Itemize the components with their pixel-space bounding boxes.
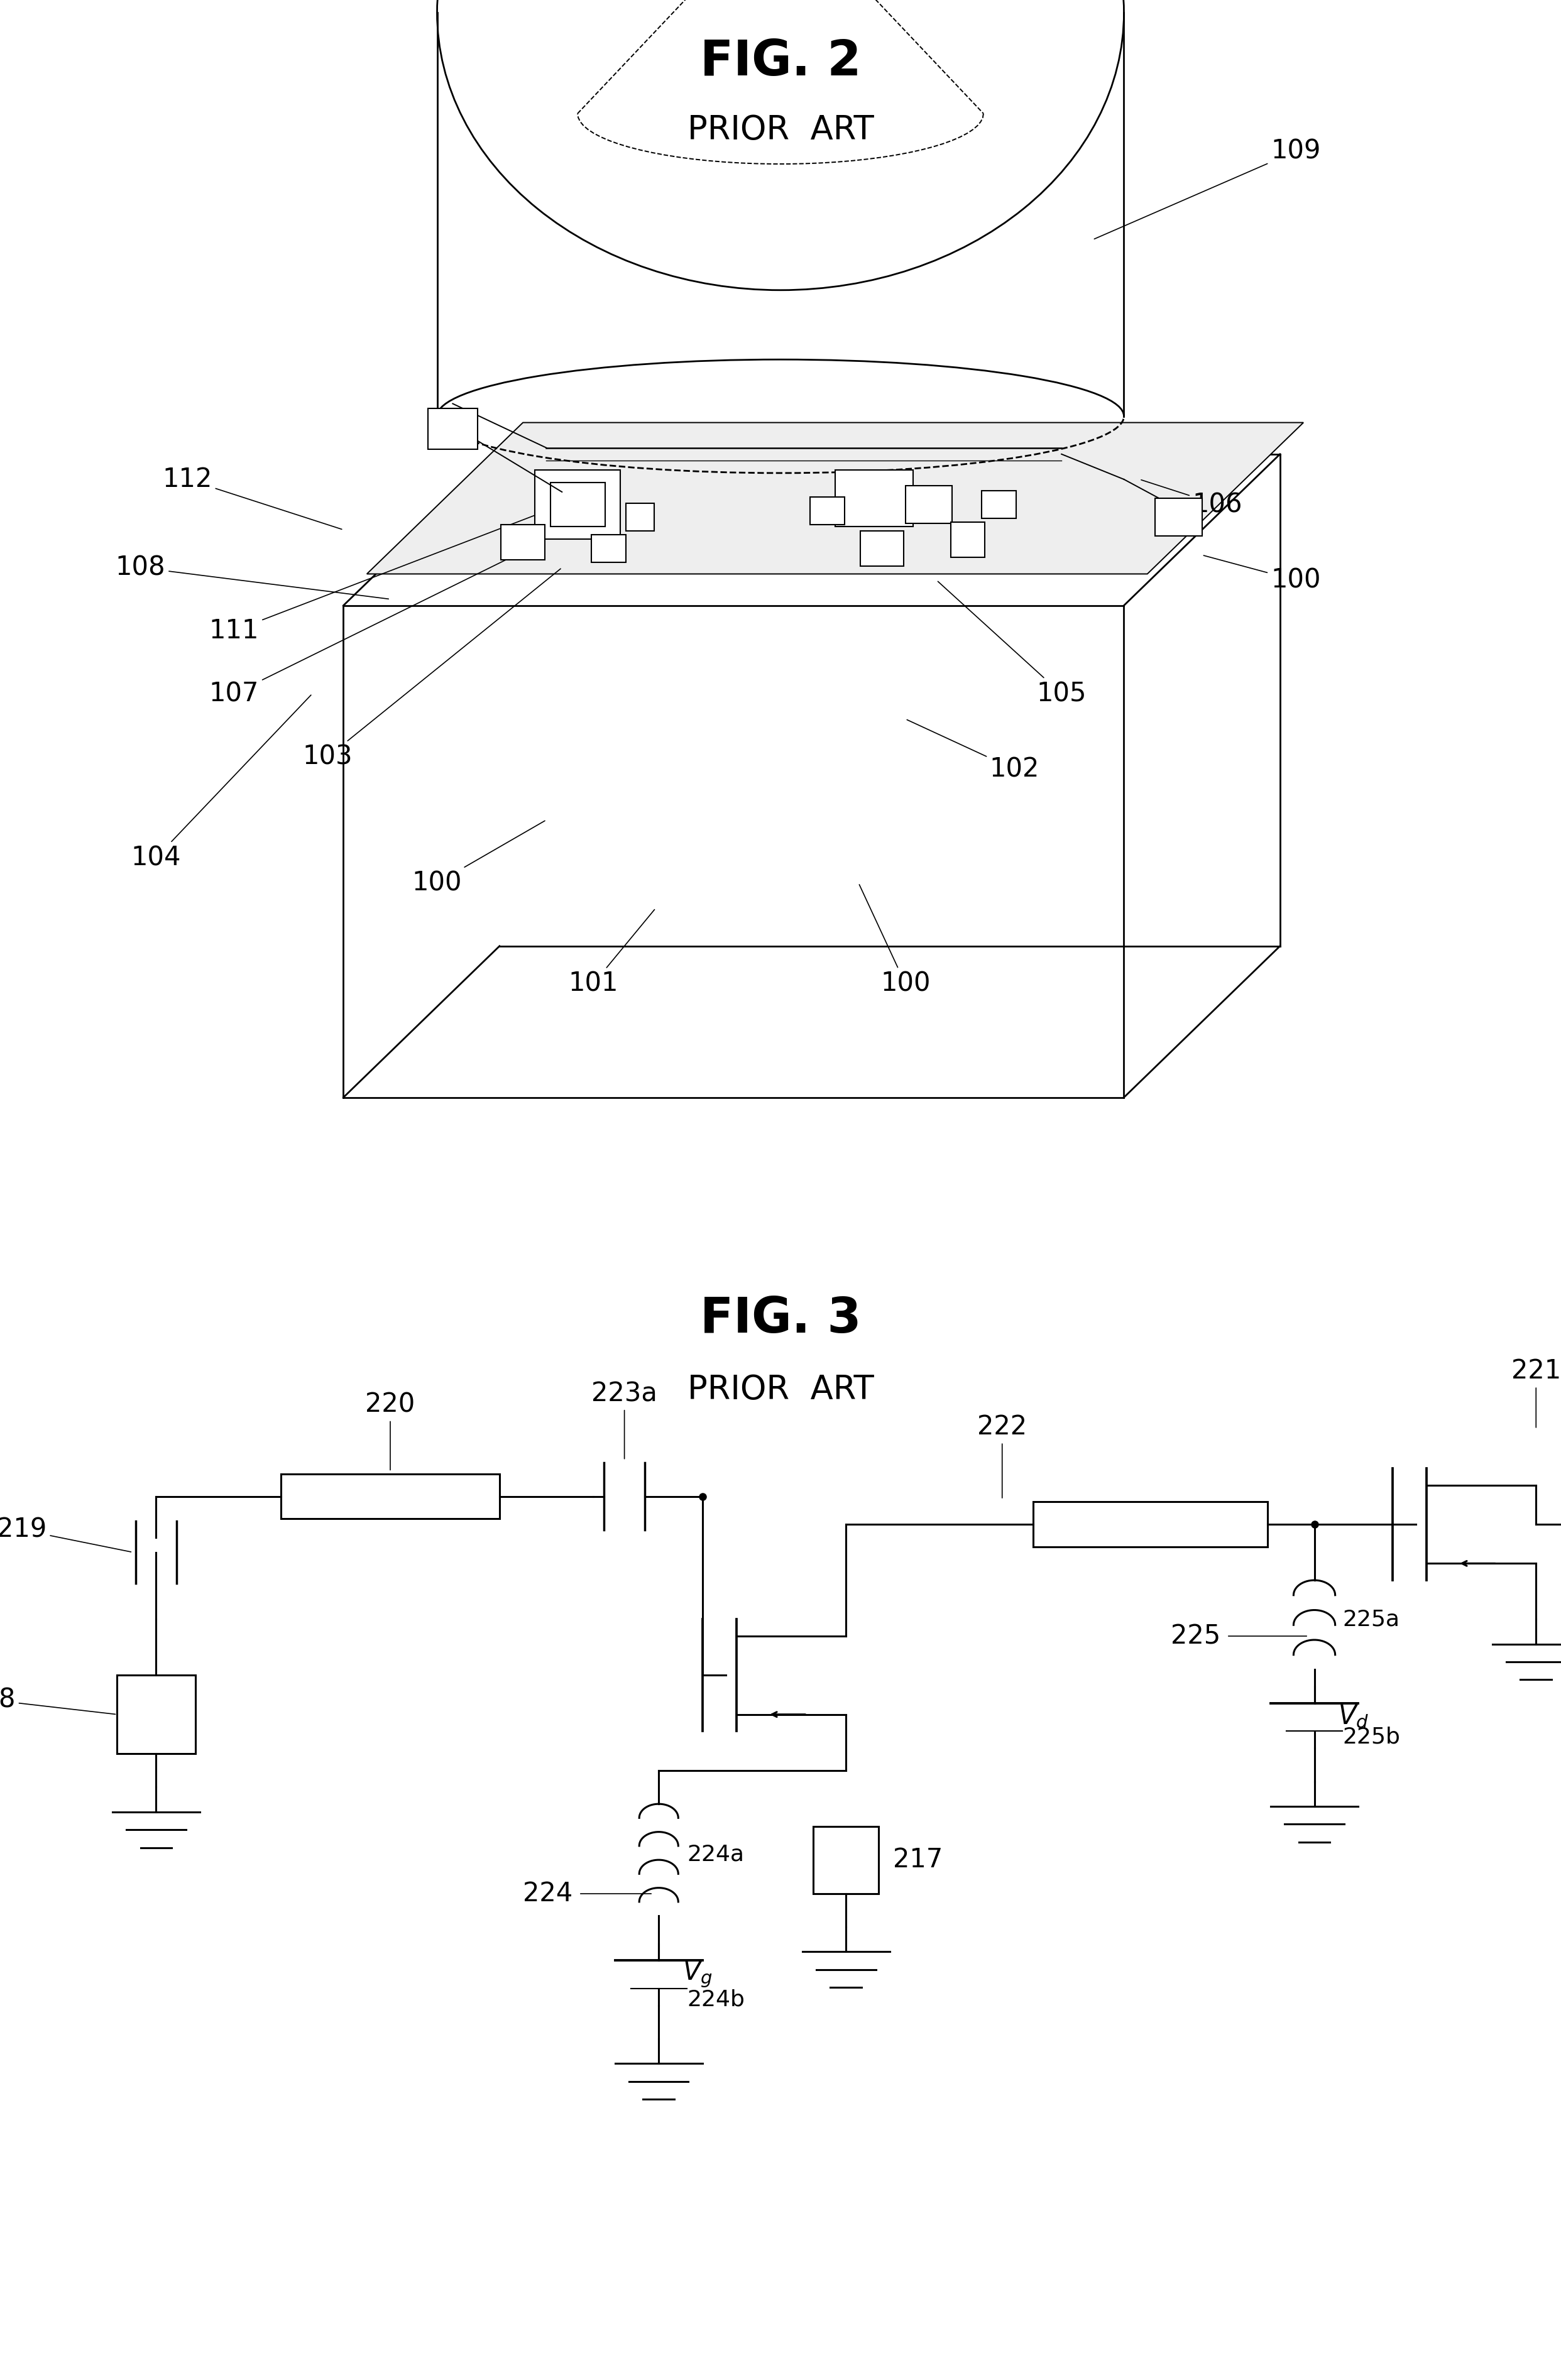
Text: 221: 221 — [1511, 1359, 1561, 1428]
Text: 104: 104 — [131, 695, 311, 871]
Polygon shape — [428, 409, 478, 450]
Text: 112: 112 — [162, 466, 342, 528]
Text: 222: 222 — [977, 1414, 1027, 1497]
Text: FIG. 2: FIG. 2 — [699, 38, 862, 86]
Polygon shape — [860, 531, 904, 566]
Text: 224a: 224a — [687, 1845, 745, 1866]
Text: 224b: 224b — [687, 1990, 745, 2011]
Text: FIG. 3: FIG. 3 — [699, 1295, 862, 1342]
Text: 101: 101 — [568, 909, 654, 997]
Text: 106: 106 — [1141, 481, 1243, 519]
Polygon shape — [951, 521, 985, 557]
Text: 105: 105 — [938, 581, 1086, 707]
Text: 100: 100 — [859, 885, 930, 997]
Text: 225b: 225b — [1342, 1725, 1400, 1747]
Text: 109: 109 — [1094, 138, 1321, 238]
Text: 102: 102 — [907, 719, 1040, 783]
Polygon shape — [551, 483, 606, 526]
Text: $V_g$: $V_g$ — [682, 1959, 712, 1990]
Polygon shape — [367, 424, 1303, 574]
Polygon shape — [534, 469, 621, 540]
Text: 111: 111 — [209, 512, 545, 645]
Text: 100: 100 — [1204, 555, 1321, 593]
Polygon shape — [835, 469, 913, 526]
Polygon shape — [810, 497, 845, 524]
Text: $V_d$: $V_d$ — [1338, 1704, 1369, 1730]
Text: 108: 108 — [116, 555, 389, 600]
Text: 218: 218 — [0, 1687, 116, 1714]
Polygon shape — [501, 524, 545, 559]
Text: PRIOR  ART: PRIOR ART — [687, 114, 874, 145]
Text: 225: 225 — [1171, 1623, 1221, 1649]
Text: 100: 100 — [412, 821, 545, 897]
Text: 225a: 225a — [1342, 1609, 1400, 1630]
Polygon shape — [982, 490, 1016, 519]
Text: 217: 217 — [893, 1847, 943, 1873]
Text: 220: 220 — [365, 1392, 415, 1471]
Polygon shape — [1155, 497, 1202, 536]
Text: 219: 219 — [0, 1516, 131, 1552]
Text: PRIOR  ART: PRIOR ART — [687, 1373, 874, 1407]
Text: 107: 107 — [209, 540, 545, 707]
Text: 223a: 223a — [592, 1380, 657, 1459]
Text: 103: 103 — [303, 569, 560, 771]
Text: 224: 224 — [523, 1880, 573, 1906]
Polygon shape — [905, 486, 952, 524]
Polygon shape — [626, 502, 654, 531]
Polygon shape — [592, 536, 626, 562]
